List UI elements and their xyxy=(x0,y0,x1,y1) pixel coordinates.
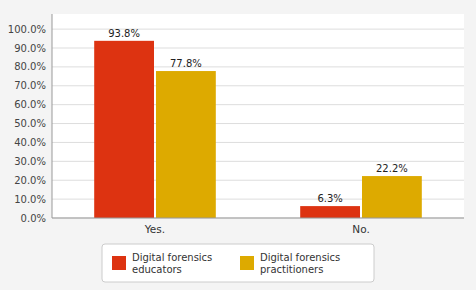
y-tick-label: 80.0% xyxy=(14,61,46,72)
y-tick-label: 50.0% xyxy=(14,118,46,129)
x-tick-label: No. xyxy=(352,223,369,235)
y-tick-label: 30.0% xyxy=(14,156,46,167)
x-axis-line xyxy=(52,218,464,219)
legend-swatch xyxy=(112,256,126,270)
y-tick-label: 70.0% xyxy=(14,80,46,91)
bar xyxy=(300,206,360,218)
legend-swatch xyxy=(240,256,254,270)
data-label: 22.2% xyxy=(376,163,408,174)
legend-label-line: practitioners xyxy=(260,264,323,275)
legend-label: Digital forensicspractitioners xyxy=(260,252,340,275)
legend-label-line: educators xyxy=(132,264,182,275)
y-axis-line xyxy=(52,14,53,218)
legend-label-line: Digital forensics xyxy=(132,252,212,263)
legend-label-line: Digital forensics xyxy=(260,252,340,263)
bar xyxy=(362,176,422,218)
y-tick-label: 90.0% xyxy=(14,43,46,54)
legend-label: Digital forensicseducators xyxy=(132,252,212,275)
y-axis: 0.0% 10.0% 20.0% 30.0% 40.0% 50.0% 60.0% 70.0% 8… xyxy=(8,24,464,224)
bar xyxy=(156,71,216,218)
y-tick-label: 100.0% xyxy=(8,24,46,35)
y-tick-label: 60.0% xyxy=(14,99,46,110)
plot-area xyxy=(52,14,464,218)
y-tick-label: 0.0% xyxy=(21,213,46,224)
x-tick-label: Yes. xyxy=(144,223,165,235)
data-label: 77.8% xyxy=(170,58,202,69)
grid-line xyxy=(52,218,464,219)
data-label: 6.3% xyxy=(317,193,342,204)
legend: Digital forensicseducatorsDigital forens… xyxy=(102,244,374,282)
legend-box xyxy=(102,244,374,282)
chart: 0.0% 10.0% 20.0% 30.0% 40.0% 50.0% 60.0% 70.0% 8… xyxy=(0,0,476,290)
y-tick-label: 10.0% xyxy=(14,194,46,205)
bar xyxy=(94,41,154,218)
bars xyxy=(94,41,422,218)
y-tick-label: 20.0% xyxy=(14,175,46,186)
data-labels: 93.8% 6.3% 77.8% 22.2% xyxy=(108,28,408,204)
y-tick-label: 40.0% xyxy=(14,137,46,148)
data-label: 93.8% xyxy=(108,28,140,39)
background xyxy=(0,0,476,290)
